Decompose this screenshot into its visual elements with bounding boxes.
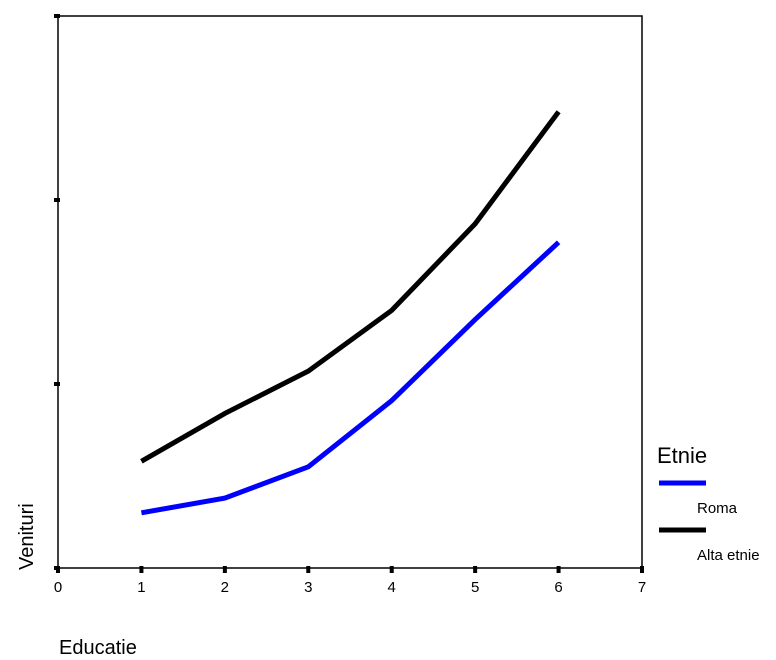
legend-label: Alta etnie [697, 547, 760, 564]
x-tick-label: 3 [304, 579, 312, 596]
x-axis-ticks [56, 566, 644, 573]
legend-title: Etnie [657, 443, 707, 468]
x-tick-label: 1 [137, 579, 145, 596]
plot-area-frame [57, 15, 643, 569]
series-line [140, 240, 561, 516]
x-tick-label: 7 [638, 579, 646, 596]
x-axis-tick-labels: 0 1 2 3 4 5 6 7 [54, 579, 646, 596]
legend: Etnie Roma Alta etnie [657, 443, 760, 564]
x-tick-label: 0 [54, 579, 62, 596]
series-line [140, 110, 561, 464]
x-tick-label: 5 [471, 579, 479, 596]
x-tick-label: 6 [554, 579, 562, 596]
legend-label: Roma [697, 500, 738, 517]
x-tick-label: 4 [388, 579, 396, 596]
x-tick-label: 2 [221, 579, 229, 596]
series-lines [140, 110, 561, 516]
y-axis-title: Venituri [16, 503, 38, 570]
x-axis-title: Educatie [59, 637, 137, 659]
y-axis-ticks [54, 14, 60, 570]
